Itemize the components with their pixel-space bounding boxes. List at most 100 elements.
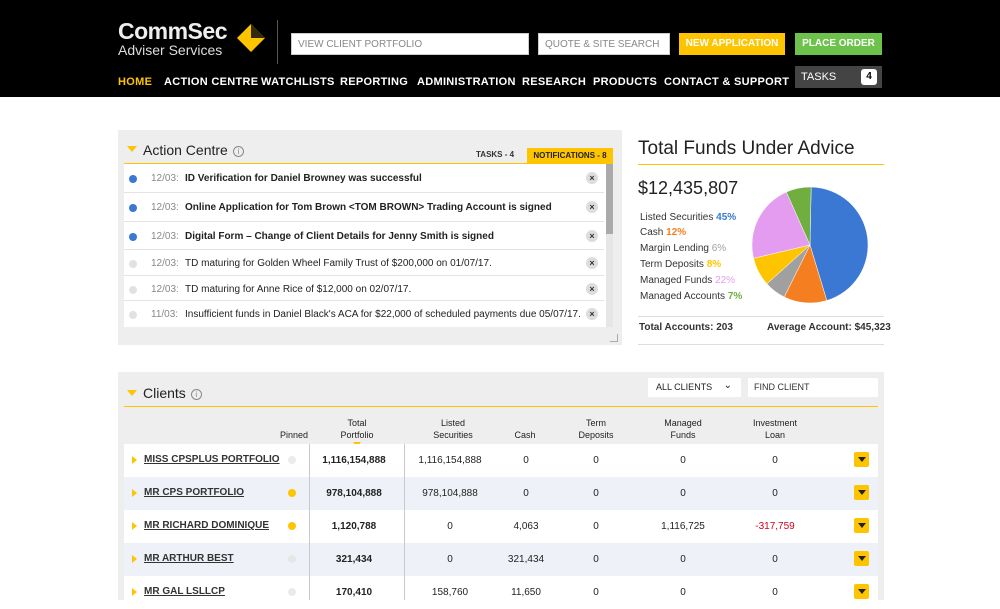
- unread-indicator: [129, 233, 137, 241]
- dismiss-icon[interactable]: ×: [586, 308, 598, 320]
- scrollbar-track[interactable]: [606, 164, 613, 327]
- nav-administration[interactable]: ADMINISTRATION: [417, 76, 516, 88]
- info-icon[interactable]: i: [190, 389, 202, 400]
- row-actions-dropdown[interactable]: [854, 518, 869, 533]
- list-item[interactable]: 12/03: TD maturing for Anne Rice of $12,…: [124, 276, 604, 301]
- pie-slice-listed-securities[interactable]: [809, 186, 869, 301]
- pie-slice-managed-funds[interactable]: [751, 191, 811, 259]
- commsec-logo[interactable]: CommSec Adviser Services: [118, 20, 227, 59]
- info-icon[interactable]: i: [232, 146, 244, 157]
- header-line: Loan: [764, 430, 786, 440]
- collapse-toggle-icon[interactable]: [127, 390, 137, 396]
- expand-row-icon[interactable]: [132, 522, 137, 530]
- table-row[interactable]: MISS CPSPLUS PORTFOLIO 1,116,154,888 1,1…: [124, 444, 878, 477]
- column-header-managed-funds[interactable]: Managed Funds: [643, 417, 723, 441]
- nav-reporting[interactable]: REPORTING: [340, 76, 409, 88]
- clients-panel: Clients i ALL CLIENTS ⌄ FIND CLIENT Pinne…: [118, 372, 884, 600]
- cell-managed: 0: [680, 455, 686, 466]
- nav-action-centre[interactable]: ACTION CENTRE: [164, 76, 259, 88]
- scrollbar-thumb[interactable]: [606, 164, 613, 234]
- row-actions-dropdown[interactable]: [854, 551, 869, 566]
- find-client-input[interactable]: FIND CLIENT: [748, 378, 878, 397]
- column-header-term-deposits[interactable]: Term Deposits: [556, 417, 636, 441]
- dismiss-icon[interactable]: ×: [586, 201, 598, 213]
- nav-contact-support[interactable]: CONTACT & SUPPORT: [664, 76, 790, 88]
- top-bar: CommSec Adviser Services VIEW CLIENT POR…: [0, 0, 1000, 97]
- cell-loan: 0: [772, 587, 778, 598]
- column-header-listed-securities[interactable]: Listed Securities: [413, 417, 493, 441]
- notification-text: Digital Form – Change of Client Details …: [185, 231, 494, 242]
- legend-item: Cash 12%: [640, 227, 686, 238]
- expand-row-icon[interactable]: [132, 588, 137, 596]
- column-header-pinned[interactable]: Pinned: [279, 430, 309, 440]
- cell-total: 321,434: [335, 554, 373, 565]
- cell-term: 0: [593, 587, 599, 598]
- column-header-cash[interactable]: Cash: [514, 430, 536, 440]
- legend-label: Listed Securities: [640, 212, 714, 223]
- tab-tasks[interactable]: TASKS - 4: [476, 150, 515, 159]
- legend-label: Margin Lending: [640, 243, 709, 254]
- pin-toggle[interactable]: [288, 456, 296, 464]
- pie-slice-managed-accounts[interactable]: [786, 186, 812, 246]
- cell-managed: 0: [680, 587, 686, 598]
- cell-listed: 0: [447, 554, 453, 565]
- tasks-button[interactable]: TASKS 4: [795, 66, 882, 88]
- funds-title: Total Funds Under Advice: [638, 138, 855, 159]
- table-row[interactable]: MR GAL LSLLCP 170,410 158,760 11,650 0 0…: [124, 576, 878, 609]
- cell-loan: 0: [772, 455, 778, 466]
- pin-toggle[interactable]: [288, 555, 296, 563]
- collapse-toggle-icon[interactable]: [127, 146, 137, 152]
- nav-research[interactable]: RESEARCH: [522, 76, 587, 88]
- row-actions-dropdown[interactable]: [854, 584, 869, 599]
- expand-row-icon[interactable]: [132, 555, 137, 563]
- expand-row-icon[interactable]: [132, 489, 137, 497]
- list-item[interactable]: 12/03: TD maturing for Golden Wheel Fami…: [124, 250, 604, 276]
- nav-home[interactable]: HOME: [118, 76, 153, 88]
- quote-site-search-input[interactable]: QUOTE & SITE SEARCH: [538, 33, 670, 55]
- legend-item: Term Deposits 8%: [640, 259, 721, 270]
- legend-pct: 6%: [711, 243, 727, 254]
- expand-row-icon[interactable]: [132, 456, 137, 464]
- dismiss-icon[interactable]: ×: [586, 172, 598, 184]
- column-header-investment-loan[interactable]: Investment Loan: [735, 417, 815, 441]
- table-row[interactable]: MR CPS PORTFOLIO 978,104,888 978,104,888…: [124, 477, 878, 510]
- client-name-link[interactable]: MR GAL LSLLCP: [144, 586, 225, 597]
- resize-handle[interactable]: [610, 334, 618, 342]
- new-application-button[interactable]: NEW APPLICATION: [679, 33, 785, 55]
- cell-cash: 4,063: [513, 521, 539, 532]
- table-row[interactable]: MR ARTHUR BEST 321,434 0 321,434 0 0 0: [124, 543, 878, 576]
- cell-listed: 0: [447, 521, 453, 532]
- list-item[interactable]: 11/03: Insufficient funds in Daniel Blac…: [124, 301, 604, 327]
- tasks-count-badge: 4: [861, 69, 877, 85]
- client-name-link[interactable]: MISS CPSPLUS PORTFOLIO: [144, 454, 280, 465]
- nav-watchlists[interactable]: WATCHLISTS: [261, 76, 335, 88]
- list-item[interactable]: 12/03: ID Verification for Daniel Browne…: [124, 164, 604, 193]
- dismiss-icon[interactable]: ×: [586, 230, 598, 242]
- column-header-total-portfolio[interactable]: Total Portfolio: [317, 417, 397, 441]
- divider: [638, 164, 884, 165]
- clients-title-text: Clients: [143, 385, 186, 401]
- tab-notifications[interactable]: NOTIFICATIONS - 8: [527, 148, 613, 163]
- client-portfolio-search-input[interactable]: VIEW CLIENT PORTFOLIO: [291, 33, 529, 55]
- legend-item: Listed Securities 45%: [640, 212, 736, 223]
- dismiss-icon[interactable]: ×: [586, 283, 598, 295]
- row-actions-dropdown[interactable]: [854, 485, 869, 500]
- dismiss-icon[interactable]: ×: [586, 257, 598, 269]
- client-filter-select[interactable]: ALL CLIENTS ⌄: [648, 378, 741, 397]
- pin-toggle[interactable]: [288, 489, 296, 497]
- client-name-link[interactable]: MR RICHARD DOMINIQUE: [144, 520, 269, 531]
- table-row[interactable]: MR RICHARD DOMINIQUE 1,120,788 0 4,063 0…: [124, 510, 878, 543]
- legend-label: Cash: [640, 227, 664, 238]
- pin-toggle[interactable]: [288, 522, 296, 530]
- row-actions-dropdown[interactable]: [854, 452, 869, 467]
- cell-loan: 0: [772, 488, 778, 499]
- place-order-button[interactable]: PLACE ORDER: [795, 33, 882, 55]
- client-name-link[interactable]: MR ARTHUR BEST: [144, 553, 234, 564]
- nav-products[interactable]: PRODUCTS: [593, 76, 658, 88]
- cell-listed: 1,116,154,888: [418, 455, 482, 466]
- list-item[interactable]: 12/03: Digital Form – Change of Client D…: [124, 222, 604, 250]
- legend-pct: 12%: [666, 227, 687, 238]
- list-item[interactable]: 12/03: Online Application for Tom Brown …: [124, 193, 604, 222]
- pin-toggle[interactable]: [288, 588, 296, 596]
- client-name-link[interactable]: MR CPS PORTFOLIO: [144, 487, 244, 498]
